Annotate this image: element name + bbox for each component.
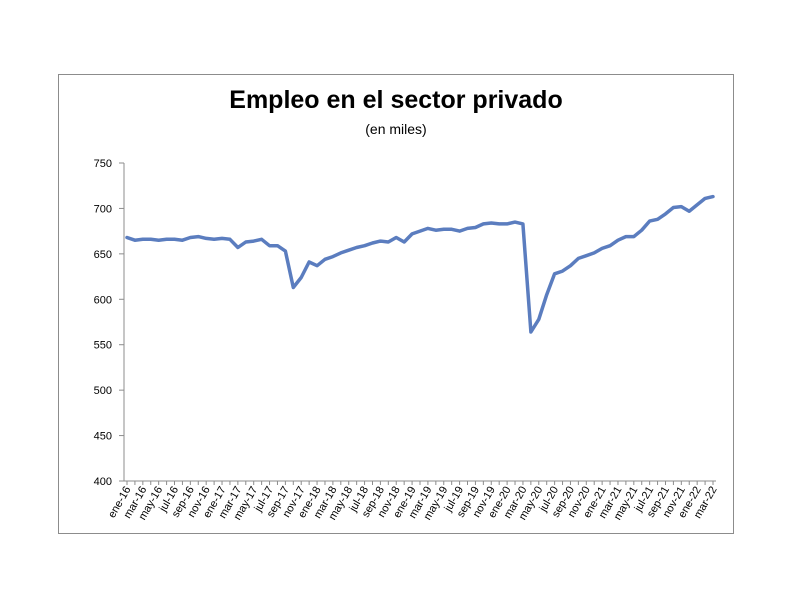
series-line bbox=[125, 194, 715, 334]
y-tick-label: 600 bbox=[94, 294, 112, 306]
y-tick-label: 500 bbox=[94, 385, 112, 397]
x-axis-ticks: ene-16mar-16may-16jul-16sep-16nov-16ene-… bbox=[106, 481, 720, 522]
y-tick-label: 450 bbox=[94, 431, 112, 443]
y-tick-label: 650 bbox=[94, 249, 112, 261]
chart-frame bbox=[58, 74, 734, 534]
y-tick-label: 700 bbox=[94, 203, 112, 215]
chart-subtitle: (en miles) bbox=[365, 121, 427, 137]
y-tick-label: 550 bbox=[94, 340, 112, 352]
y-tick-label: 750 bbox=[94, 158, 112, 170]
chart-title: Empleo en el sector privado bbox=[229, 86, 563, 114]
y-tick-label: 400 bbox=[94, 476, 112, 488]
y-axis-ticks: 400 450 500 550 600 650 700 750 bbox=[94, 158, 124, 488]
series-lines bbox=[125, 194, 715, 334]
chart-axes bbox=[123, 163, 716, 482]
